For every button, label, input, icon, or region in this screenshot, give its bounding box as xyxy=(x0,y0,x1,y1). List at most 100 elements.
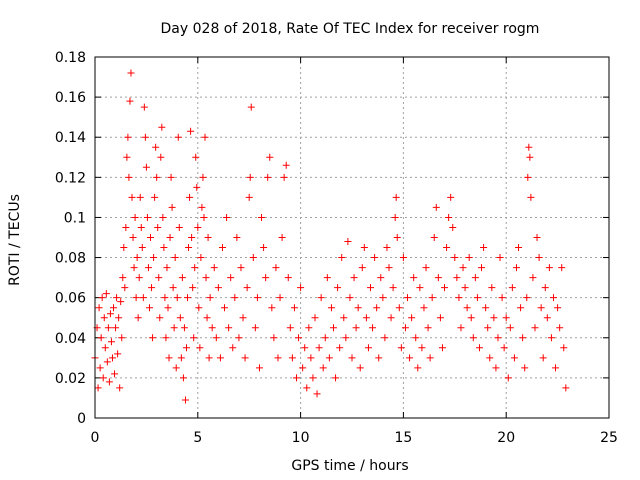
data-point xyxy=(392,193,400,201)
data-point xyxy=(142,163,150,171)
data-point xyxy=(284,274,292,282)
data-point xyxy=(428,294,436,302)
data-point xyxy=(482,304,490,312)
data-point xyxy=(140,103,148,111)
data-point xyxy=(107,338,115,346)
data-point xyxy=(418,344,426,352)
data-point xyxy=(147,234,155,241)
data-point xyxy=(523,294,531,302)
data-point xyxy=(123,153,131,161)
data-point xyxy=(321,334,329,342)
data-point xyxy=(393,234,401,241)
data-point xyxy=(412,334,420,342)
data-point xyxy=(408,314,416,322)
data-point xyxy=(354,304,362,312)
data-point xyxy=(327,304,335,312)
data-point xyxy=(264,173,272,181)
data-point xyxy=(486,354,494,362)
data-point xyxy=(406,354,414,362)
data-point xyxy=(98,294,106,302)
data-point xyxy=(342,334,350,342)
data-point xyxy=(443,244,451,252)
data-point xyxy=(227,274,235,282)
data-point xyxy=(129,234,137,241)
data-point xyxy=(162,334,170,342)
data-point xyxy=(180,324,188,332)
data-point xyxy=(399,254,407,262)
data-point xyxy=(295,334,303,342)
data-point xyxy=(356,364,364,372)
data-point xyxy=(471,274,479,282)
data-point xyxy=(282,161,290,169)
data-point xyxy=(247,103,255,111)
data-point xyxy=(165,354,173,362)
data-point xyxy=(358,264,366,272)
data-point xyxy=(152,143,160,151)
data-point xyxy=(451,254,459,262)
data-point xyxy=(362,314,370,322)
data-point xyxy=(122,223,130,231)
data-point xyxy=(449,223,457,231)
data-point xyxy=(128,193,136,201)
data-point xyxy=(556,324,564,332)
data-point xyxy=(420,304,428,312)
data-point xyxy=(145,304,153,312)
data-point xyxy=(144,264,152,272)
data-point xyxy=(292,374,300,382)
data-point xyxy=(500,344,508,352)
data-point xyxy=(517,304,525,312)
data-point xyxy=(138,244,146,252)
y-tick-label: 0.16 xyxy=(55,90,86,106)
data-point xyxy=(204,234,212,241)
data-point xyxy=(510,354,518,362)
data-point xyxy=(118,334,126,342)
data-point xyxy=(235,334,243,342)
y-tick-label: 0.1 xyxy=(64,210,86,226)
data-point xyxy=(512,264,520,272)
data-point xyxy=(280,173,288,181)
data-point xyxy=(151,193,159,201)
data-point xyxy=(131,213,139,221)
data-point xyxy=(410,274,418,282)
data-point xyxy=(202,274,210,282)
data-point xyxy=(525,143,533,151)
y-tick-label: 0.02 xyxy=(55,371,86,387)
data-point xyxy=(529,274,537,282)
x-tick-label: 10 xyxy=(292,430,310,446)
data-point xyxy=(117,298,125,306)
x-tick-label: 15 xyxy=(394,430,412,446)
data-point xyxy=(552,364,560,372)
data-point xyxy=(344,238,352,246)
data-point xyxy=(169,284,177,292)
data-point xyxy=(527,193,535,201)
data-point xyxy=(103,358,111,366)
x-axis-label: GPS time / hours xyxy=(291,458,408,474)
data-point xyxy=(175,223,183,231)
data-point xyxy=(218,244,226,252)
data-point xyxy=(545,264,553,272)
data-point xyxy=(554,304,562,312)
data-point xyxy=(348,354,356,362)
data-point xyxy=(106,310,114,318)
data-point xyxy=(463,304,471,312)
data-point xyxy=(434,274,442,282)
data-point xyxy=(210,264,218,272)
data-point xyxy=(543,314,551,322)
data-point xyxy=(524,173,532,181)
data-point xyxy=(249,254,257,262)
data-point xyxy=(196,344,204,352)
data-point xyxy=(170,324,178,332)
data-point xyxy=(457,324,465,332)
data-point xyxy=(562,384,570,392)
data-point xyxy=(424,324,432,332)
data-point xyxy=(475,344,483,352)
data-point xyxy=(526,153,534,161)
data-point xyxy=(508,284,516,292)
data-point xyxy=(480,244,488,252)
data-point xyxy=(97,334,105,342)
data-point xyxy=(299,364,307,372)
data-point xyxy=(492,364,500,372)
data-point xyxy=(416,284,424,292)
data-point xyxy=(506,324,514,332)
data-point xyxy=(186,193,194,201)
